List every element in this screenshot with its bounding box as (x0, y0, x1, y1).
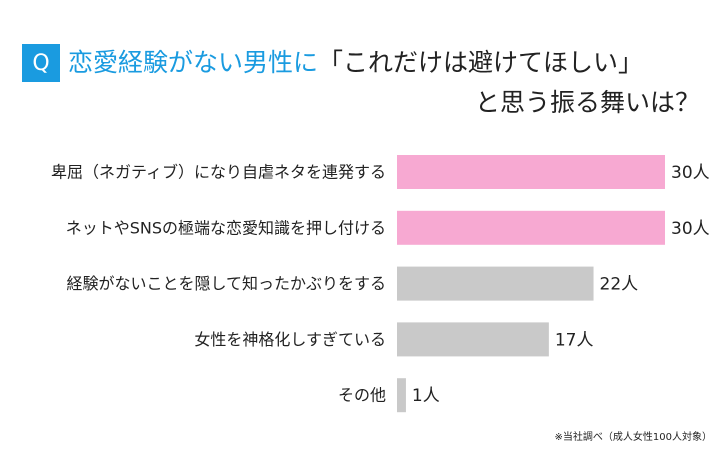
value-label: 30人 (671, 219, 710, 239)
title-part: 恋愛経験がない男性に (68, 48, 318, 77)
bar (397, 155, 665, 189)
bar (397, 378, 406, 413)
category-label: その他 (338, 386, 386, 405)
chart-title: 恋愛経験がない男性に「これだけは避けてほしい」 (68, 48, 643, 77)
value-label: 22人 (600, 275, 639, 295)
bar (397, 322, 549, 357)
value-label: 30人 (671, 163, 710, 183)
bar (397, 210, 665, 245)
note: ※当社調べ（成人女性100人対象） (555, 430, 712, 443)
value-label: 17人 (555, 330, 594, 350)
bar (397, 266, 594, 301)
title-part: 「これだけは避けてほしい」 (318, 48, 643, 77)
category-label: 経験がないことを隠して知ったかぶりをする (66, 274, 386, 293)
category-label: 卑屈（ネガティブ）になり自虐ネタを連発する (51, 163, 386, 182)
title-part: と思う振る舞いは？ (475, 88, 700, 117)
category-label: 女性を神格化しすぎている (194, 330, 386, 349)
value-label: 1人 (412, 386, 440, 406)
category-label: ネットやSNSの極端な恋愛知識を押し付ける (66, 218, 386, 237)
badge: Q (32, 51, 49, 76)
badge-box (22, 44, 60, 82)
